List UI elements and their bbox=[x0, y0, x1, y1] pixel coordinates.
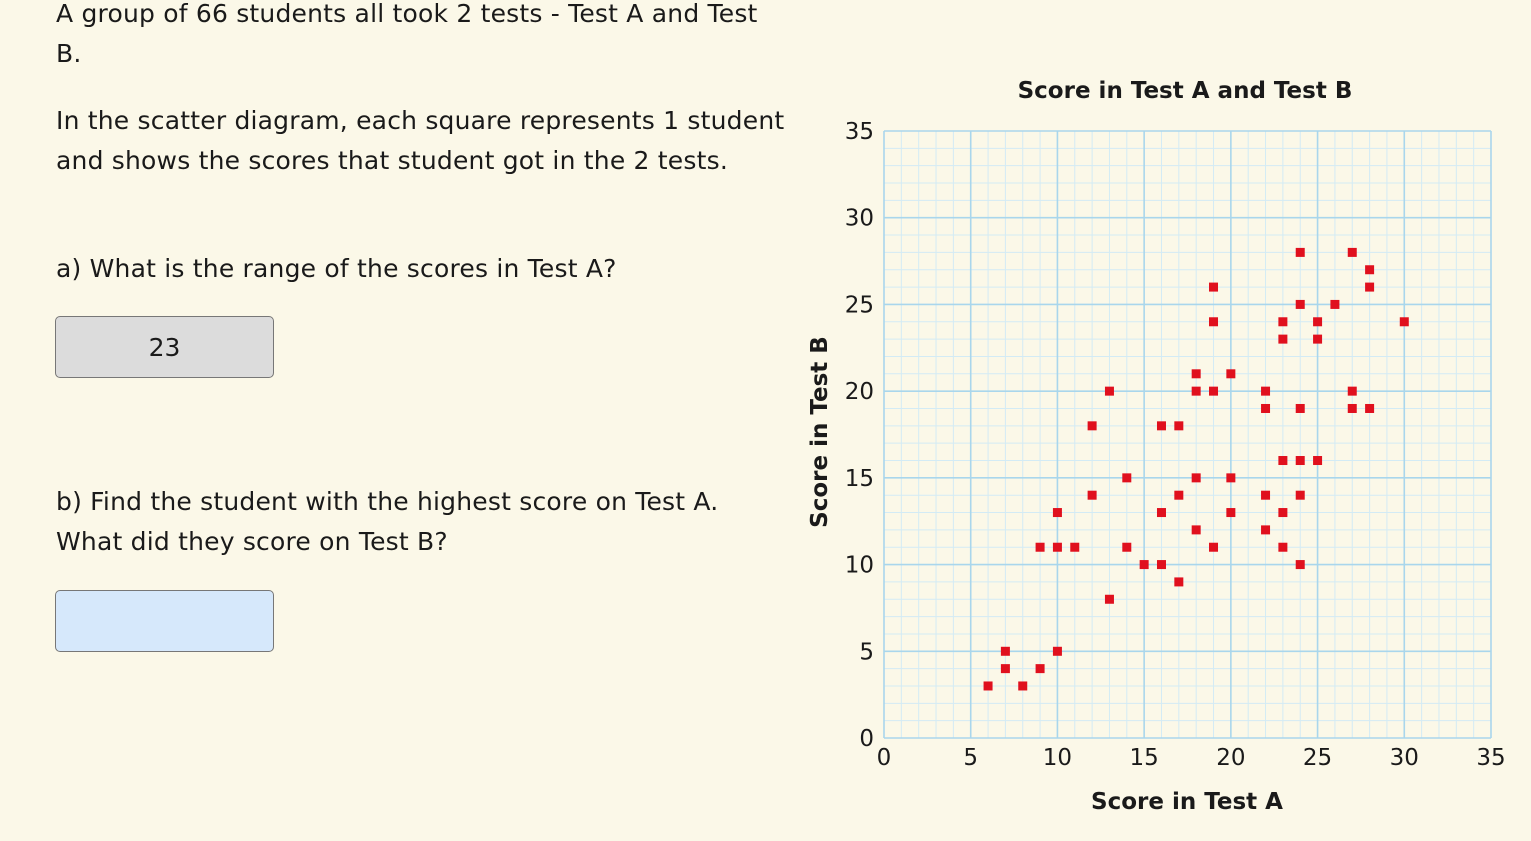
data-point bbox=[1191, 369, 1201, 379]
data-point bbox=[1330, 299, 1340, 309]
data-point bbox=[1261, 386, 1271, 396]
data-point bbox=[1261, 403, 1271, 413]
data-point bbox=[1174, 490, 1184, 500]
data-point bbox=[1156, 421, 1166, 431]
data-point bbox=[1313, 456, 1323, 466]
data-point bbox=[1035, 542, 1045, 552]
data-point bbox=[1295, 403, 1305, 413]
data-point bbox=[1209, 317, 1219, 327]
data-point bbox=[1139, 560, 1149, 570]
data-point bbox=[1347, 247, 1357, 257]
data-point bbox=[1261, 490, 1271, 500]
data-point bbox=[1226, 508, 1236, 518]
data-points bbox=[983, 247, 1409, 691]
answer-a-input[interactable] bbox=[55, 316, 274, 378]
question-part-a: a) What is the range of the scores in Te… bbox=[56, 254, 617, 283]
data-point bbox=[1156, 508, 1166, 518]
data-point bbox=[1209, 542, 1219, 552]
data-point bbox=[1278, 542, 1288, 552]
data-point bbox=[1209, 282, 1219, 292]
data-point bbox=[1052, 542, 1062, 552]
data-point bbox=[1087, 490, 1097, 500]
data-point bbox=[1191, 386, 1201, 396]
data-point bbox=[1174, 577, 1184, 587]
data-point bbox=[1191, 473, 1201, 483]
data-point bbox=[1295, 560, 1305, 570]
data-point bbox=[1278, 456, 1288, 466]
question-intro: A group of 66 students all took 2 tests … bbox=[56, 0, 758, 68]
data-point bbox=[1278, 508, 1288, 518]
data-point bbox=[1365, 282, 1375, 292]
y-tick-label: 5 bbox=[859, 639, 874, 665]
data-point bbox=[1035, 664, 1045, 674]
y-tick-label: 35 bbox=[845, 119, 874, 145]
x-tick-label: 35 bbox=[1476, 745, 1505, 771]
data-point bbox=[1313, 317, 1323, 327]
data-point bbox=[1226, 473, 1236, 483]
y-tick-label: 0 bbox=[859, 726, 874, 752]
data-point bbox=[1104, 386, 1114, 396]
data-point bbox=[983, 681, 993, 691]
data-point bbox=[1000, 664, 1010, 674]
data-point bbox=[1347, 403, 1357, 413]
data-point bbox=[1278, 334, 1288, 344]
x-tick-label: 10 bbox=[1043, 745, 1072, 771]
y-tick-label: 25 bbox=[845, 292, 874, 318]
data-point bbox=[1122, 542, 1132, 552]
data-point bbox=[1104, 594, 1114, 604]
data-point bbox=[1174, 421, 1184, 431]
data-point bbox=[1122, 473, 1132, 483]
data-point bbox=[1295, 456, 1305, 466]
data-point bbox=[1087, 421, 1097, 431]
data-point bbox=[1313, 334, 1323, 344]
x-tick-label: 20 bbox=[1216, 745, 1245, 771]
x-tick-label: 15 bbox=[1130, 745, 1159, 771]
y-tick-label: 10 bbox=[845, 553, 874, 579]
data-point bbox=[1295, 299, 1305, 309]
x-tick-label: 5 bbox=[963, 745, 978, 771]
data-point bbox=[1052, 646, 1062, 656]
data-point bbox=[1278, 317, 1288, 327]
tick-labels: 0 5 10 15 20 25 30 35 0 5 10 15 20 25 30 35 bbox=[845, 119, 1506, 771]
x-axis-label: Score in Test A bbox=[1091, 789, 1283, 815]
y-tick-label: 30 bbox=[845, 206, 874, 232]
data-point bbox=[1209, 386, 1219, 396]
data-point bbox=[1399, 317, 1409, 327]
data-point bbox=[1156, 560, 1166, 570]
x-tick-label: 0 bbox=[877, 745, 892, 771]
data-point bbox=[1261, 525, 1271, 535]
x-tick-label: 30 bbox=[1390, 745, 1419, 771]
data-point bbox=[1018, 681, 1028, 691]
data-point bbox=[1000, 646, 1010, 656]
data-point bbox=[1052, 508, 1062, 518]
grid-major-lines bbox=[883, 130, 1492, 739]
answer-b-input[interactable] bbox=[55, 590, 274, 652]
question-part-b: b) Find the student with the highest sco… bbox=[56, 487, 719, 556]
data-point bbox=[1295, 490, 1305, 500]
y-tick-label: 20 bbox=[845, 379, 874, 405]
grid-minor-lines bbox=[884, 131, 1491, 738]
data-point bbox=[1070, 542, 1080, 552]
y-tick-label: 15 bbox=[845, 466, 874, 492]
y-axis-label: Score in Test B bbox=[807, 336, 833, 528]
x-tick-label: 25 bbox=[1303, 745, 1332, 771]
data-point bbox=[1365, 265, 1375, 275]
data-point bbox=[1226, 369, 1236, 379]
chart-title: Score in Test A and Test B bbox=[1018, 78, 1353, 104]
data-point bbox=[1347, 386, 1357, 396]
data-point bbox=[1295, 247, 1305, 257]
data-point bbox=[1365, 403, 1375, 413]
question-explanation: In the scatter diagram, each square repr… bbox=[56, 106, 785, 175]
data-point bbox=[1191, 525, 1201, 535]
